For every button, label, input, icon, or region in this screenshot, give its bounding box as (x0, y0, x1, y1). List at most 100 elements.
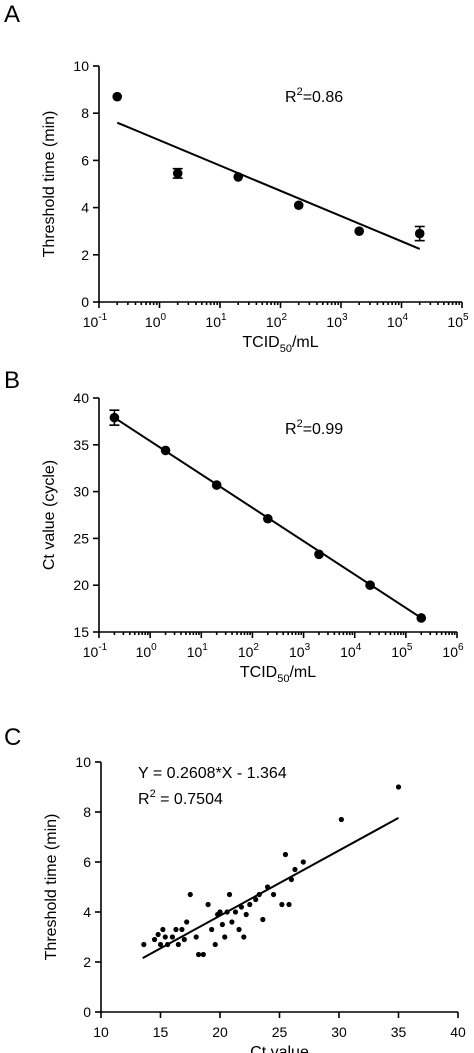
data-point (243, 911, 249, 918)
x-tick-label: 101 (187, 642, 209, 660)
data-point (181, 936, 187, 943)
x-axis-label: TCID50/mL (240, 664, 316, 685)
x-tick-label: 103 (289, 642, 311, 660)
data-point (151, 936, 158, 943)
y-tick-label: 10 (73, 58, 89, 74)
data-point (200, 951, 206, 958)
data-point (256, 891, 262, 898)
data-point (338, 816, 344, 823)
x-tick-label: 104 (340, 642, 362, 660)
x-tick-label: 35 (391, 1024, 407, 1040)
y-axis-label: Threshold time (min) (43, 814, 60, 961)
x-tick-label: 30 (331, 1024, 347, 1040)
y-tick-label: 2 (83, 954, 91, 970)
x-tick-label: 105 (447, 312, 469, 330)
panel-letter-b: B (4, 367, 20, 394)
data-point (260, 916, 266, 923)
y-tick-label: 30 (73, 484, 89, 500)
data-point (112, 91, 123, 102)
data-point (229, 919, 235, 925)
data-point (253, 896, 259, 903)
x-tick-label: 100 (136, 642, 158, 660)
r-squared-annotation: R2=0.99 (285, 418, 343, 438)
data-point (141, 941, 147, 948)
data-point (286, 901, 292, 908)
x-tick-label: 10-1 (83, 312, 108, 330)
y-tick-label: 0 (83, 1004, 91, 1020)
panel-letter-c: C (4, 724, 21, 751)
data-point (179, 926, 185, 933)
y-tick-label: 0 (81, 294, 89, 310)
data-point (205, 901, 211, 908)
chart-c-threshold-vs-ct: 0 2 4 6 8 10 10 15 20 25 30 35 40 Ct value Threshold t… (43, 754, 466, 1053)
y-tick-label: 20 (73, 577, 89, 593)
data-point (236, 926, 242, 933)
y-tick-label: 40 (73, 390, 89, 406)
y-tick-label: 8 (81, 105, 89, 121)
data-point (172, 168, 183, 179)
x-tick-label: 25 (272, 1024, 288, 1040)
data-point (195, 951, 202, 958)
chart-a-threshold-vs-tcid: 0 2 4 6 8 10 10-1 100 101 102 103 104 105 TCID50/mL Th… (41, 58, 469, 355)
x-tick-label: 105 (391, 642, 413, 660)
x-tick-label: 10-1 (83, 642, 108, 660)
data-point (212, 941, 218, 948)
data-point (157, 941, 164, 948)
data-point (222, 934, 228, 940)
data-point (165, 941, 171, 948)
data-point (219, 921, 225, 928)
data-point (187, 891, 193, 898)
data-point (293, 200, 304, 211)
x-tick-label: 10 (93, 1024, 109, 1040)
data-point (193, 934, 199, 940)
x-tick-label: 101 (205, 312, 227, 330)
y-tick-label: 15 (73, 624, 89, 640)
data-point (162, 934, 168, 940)
data-point (270, 891, 277, 898)
data-point (238, 904, 245, 910)
y-tick-label: 6 (81, 152, 89, 168)
data-point (354, 226, 365, 236)
y-tick-label: 4 (83, 904, 91, 920)
data-point (282, 851, 289, 858)
chart-b-ct-vs-tcid: 15 20 25 30 35 40 10-1 100 101 102 103 104 105 106 TCI… (41, 390, 464, 685)
regression-line (142, 817, 399, 959)
data-point (232, 909, 239, 915)
data-point (279, 901, 285, 908)
data-point (224, 909, 230, 915)
data-point (265, 884, 271, 890)
x-tick-label: 40 (450, 1024, 466, 1040)
y-axis-label: Threshold time (min) (41, 111, 58, 258)
data-point (263, 513, 273, 524)
data-point (241, 934, 247, 940)
x-tick-label: 103 (326, 312, 348, 330)
data-point (109, 412, 120, 423)
r-squared-annotation: R2=0.86 (285, 86, 343, 106)
y-tick-label: 6 (83, 854, 91, 870)
regression-equation: Y = 0.2608*X - 1.364 (138, 765, 287, 782)
regression-line (116, 121, 421, 250)
data-point (288, 876, 294, 883)
data-point (292, 866, 298, 873)
data-point (395, 784, 402, 790)
data-point (160, 926, 166, 933)
x-tick-label: 20 (212, 1024, 228, 1040)
y-tick-label: 35 (73, 437, 89, 453)
x-axis-label: TCID50/mL (242, 334, 318, 355)
data-point (365, 580, 375, 590)
data-point (155, 931, 161, 938)
y-tick-label: 2 (81, 247, 89, 263)
x-tick-label: 100 (145, 312, 167, 330)
data-point (184, 919, 190, 925)
y-tick-label: 25 (73, 530, 89, 546)
data-point (173, 926, 179, 933)
data-point (209, 926, 215, 933)
data-point (247, 901, 253, 908)
x-tick-label: 102 (238, 642, 260, 660)
data-point (217, 909, 223, 915)
data-point (226, 891, 233, 898)
y-tick-label: 8 (83, 804, 91, 820)
r-squared-annotation: R2 = 0.7504 (138, 788, 223, 808)
y-tick-label: 4 (81, 200, 89, 216)
